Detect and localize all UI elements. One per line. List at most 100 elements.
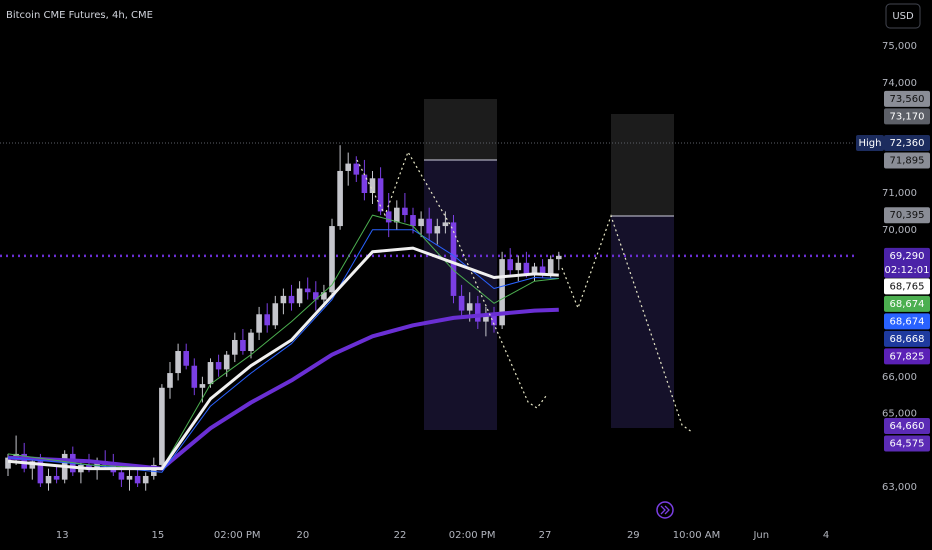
y-tick-label: 70,000 [882, 225, 917, 236]
candle-body [175, 351, 181, 374]
x-tick-label: 02:00 PM [449, 530, 496, 541]
countdown: 02:12:01 [885, 265, 930, 276]
x-tick-label: Jun [752, 530, 769, 541]
x-tick-label: 02:00 PM [214, 530, 261, 541]
price-label-bg [884, 435, 930, 452]
candle-body [183, 351, 189, 366]
plot [0, 142, 855, 491]
candle-body [191, 365, 198, 388]
candle-body [223, 354, 230, 370]
price-label: 73,170 [890, 111, 925, 122]
y-tick-label: 75,000 [882, 41, 917, 52]
price-label: 71,895 [890, 156, 925, 167]
price-tag-bg [856, 135, 884, 152]
candle-body [167, 373, 173, 388]
candle-body [353, 163, 360, 175]
candle-body [151, 464, 157, 476]
candle-body [410, 215, 416, 227]
candle-body [547, 259, 554, 274]
price-tag: High [859, 138, 882, 149]
candle-body [426, 218, 432, 234]
candle-body [515, 262, 522, 271]
candle-body [248, 332, 254, 352]
candle-body [256, 314, 262, 333]
candle-body [232, 340, 238, 355]
candle-body [475, 303, 481, 322]
candle-body [118, 472, 125, 480]
candle-body [337, 170, 343, 227]
price-label: 67,825 [890, 351, 925, 362]
x-tick-label: 27 [539, 530, 552, 541]
price-label: 68,674 [890, 299, 925, 310]
candle-body [458, 295, 465, 311]
price-label: 72,360 [890, 138, 925, 149]
price-label: 64,660 [890, 421, 925, 432]
indicator-line [7, 229, 559, 473]
candle-body [53, 475, 60, 480]
price-label: 68,765 [890, 281, 925, 292]
candle-body [126, 475, 133, 480]
candle-body [329, 226, 335, 293]
x-tick-label: 10:00 AM [673, 530, 720, 541]
position-box [424, 99, 497, 430]
candle-body [37, 461, 44, 484]
candle-body [491, 314, 497, 326]
candle-body [394, 207, 400, 223]
candle-body [264, 314, 270, 326]
replay-icon[interactable] [656, 501, 674, 519]
candle-body [539, 266, 546, 274]
candle-body [377, 178, 384, 212]
price-label-bg [884, 330, 930, 347]
candle-body [288, 295, 295, 304]
candle-body [45, 475, 52, 484]
projection-path [356, 150, 547, 409]
candle-body [507, 259, 513, 271]
candle-body [321, 292, 327, 300]
price-label: 73,560 [890, 94, 925, 105]
y-tick-label: 66,000 [882, 372, 917, 383]
y-tick-label: 74,000 [882, 78, 917, 89]
candle-body [369, 178, 376, 193]
candle-body [385, 211, 392, 223]
candle-body [240, 340, 246, 352]
currency-label[interactable]: USD [892, 11, 914, 22]
price-label-bg [884, 348, 930, 365]
y-tick-label: 65,000 [882, 409, 917, 420]
candle-body [159, 387, 165, 465]
projection-path [561, 214, 693, 433]
chart-title: Bitcoin CME Futures, 4h, CME [6, 10, 153, 21]
x-tick-label: 13 [56, 530, 69, 541]
candle-body [402, 207, 408, 216]
candle-body [280, 295, 287, 304]
x-tick-label: 4 [823, 530, 829, 541]
x-tick-label: 20 [296, 530, 309, 541]
candle-body [215, 362, 222, 370]
candle-body [142, 475, 149, 484]
y-tick-label: 71,000 [882, 188, 917, 199]
candle-body [523, 262, 530, 274]
candle-body [483, 314, 489, 322]
currency-button[interactable] [885, 3, 921, 29]
candle-body [296, 288, 303, 304]
candle-body [556, 255, 562, 260]
price-label-bg [884, 90, 930, 107]
candle-body [466, 303, 473, 311]
price-label: 64,575 [890, 438, 925, 449]
x-tick-label: 22 [394, 530, 407, 541]
price-label-bg [884, 278, 930, 295]
price-label-bg [884, 207, 930, 224]
candle-body [134, 475, 141, 484]
y-tick-label: 63,000 [882, 482, 917, 493]
candle-body [531, 266, 538, 274]
price-label: 70,395 [890, 210, 925, 221]
price-label-bg [884, 108, 930, 125]
candle-body [434, 226, 441, 234]
position-box [611, 114, 674, 428]
price-label: 68,674 [890, 316, 925, 327]
candle-body [499, 259, 505, 326]
price-label-bg [884, 135, 930, 152]
candle-body [361, 174, 368, 193]
x-tick-label: 29 [627, 530, 640, 541]
candle-body [207, 362, 214, 385]
